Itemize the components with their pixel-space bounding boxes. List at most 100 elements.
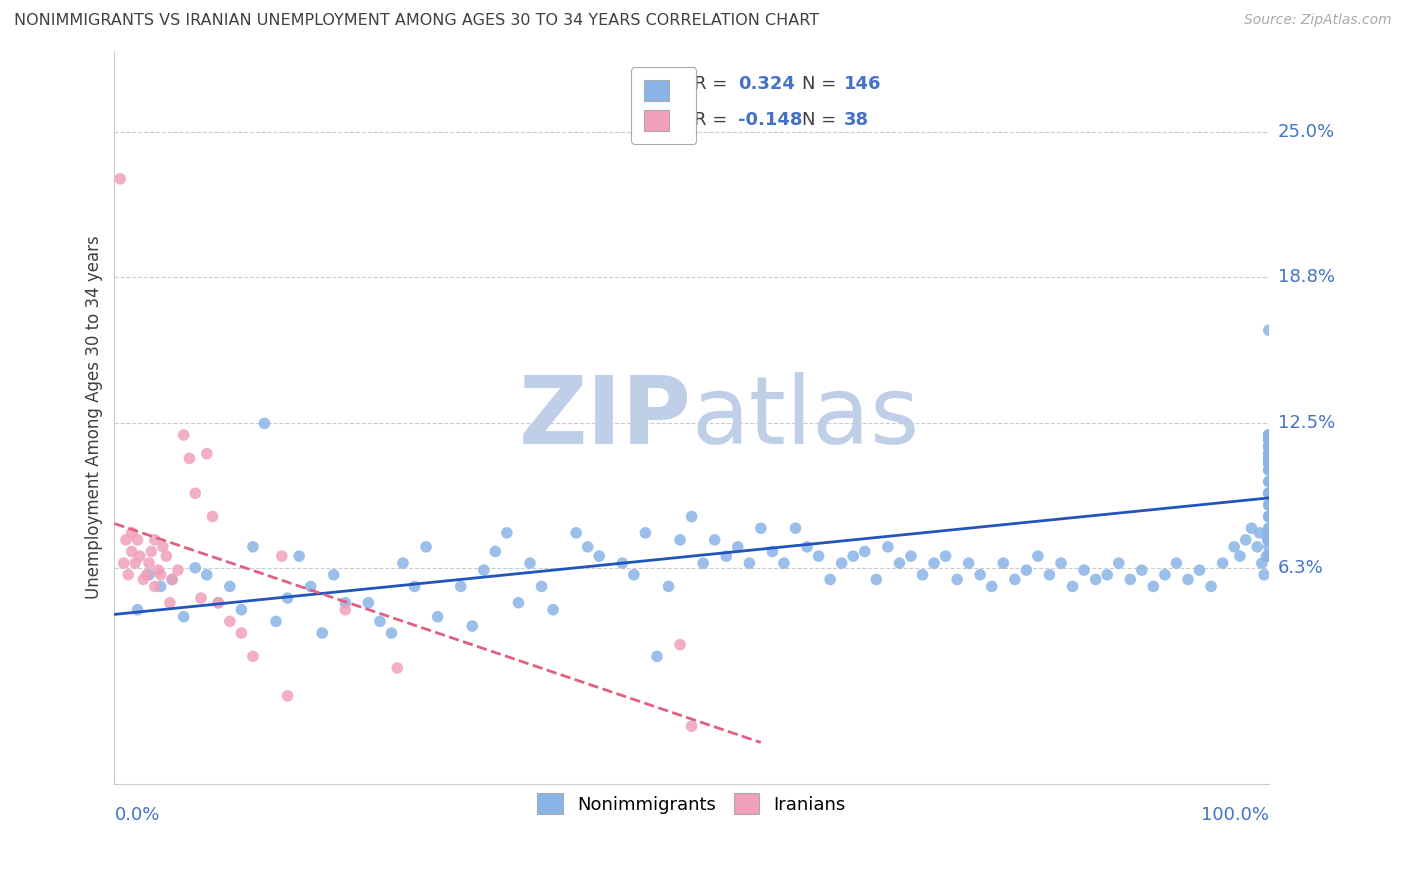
Point <box>484 544 506 558</box>
Point <box>335 596 357 610</box>
Text: N =: N = <box>803 112 842 129</box>
Point <box>1142 579 1164 593</box>
Text: N =: N = <box>803 75 842 93</box>
Point <box>1257 521 1279 535</box>
Point <box>1166 556 1188 570</box>
Point <box>796 540 818 554</box>
Point <box>1062 579 1084 593</box>
Legend: Nonimmigrants, Iranians: Nonimmigrants, Iranians <box>524 780 859 827</box>
Point <box>1229 549 1251 563</box>
Point <box>692 556 714 570</box>
Point <box>738 556 761 570</box>
Point <box>195 567 218 582</box>
Point <box>1050 556 1073 570</box>
Point <box>242 649 264 664</box>
Point <box>1249 525 1271 540</box>
Point <box>299 579 322 593</box>
Point <box>946 573 969 587</box>
Point <box>1257 486 1279 500</box>
Point <box>1257 456 1279 470</box>
Point <box>1119 573 1142 587</box>
Point <box>1240 521 1263 535</box>
Point <box>1257 456 1279 470</box>
Point <box>588 549 610 563</box>
Point <box>218 579 240 593</box>
Point <box>1212 556 1234 570</box>
Point <box>773 556 796 570</box>
Point <box>634 525 657 540</box>
Point <box>1257 549 1279 563</box>
Point <box>1004 573 1026 587</box>
Point <box>980 579 1002 593</box>
Point <box>612 556 634 570</box>
Point <box>1257 433 1279 447</box>
Point <box>128 549 150 563</box>
Point <box>159 596 181 610</box>
Point <box>565 525 588 540</box>
Point <box>311 626 333 640</box>
Text: 38: 38 <box>844 112 869 129</box>
Point <box>190 591 212 605</box>
Point <box>623 567 645 582</box>
Point <box>1257 463 1279 477</box>
Point <box>1253 567 1275 582</box>
Point <box>1199 579 1222 593</box>
Point <box>1246 540 1268 554</box>
Point <box>1188 563 1211 577</box>
Point <box>179 451 201 466</box>
Point <box>149 567 172 582</box>
Point <box>1257 456 1279 470</box>
Point <box>149 579 172 593</box>
Point <box>1130 563 1153 577</box>
Point <box>231 626 253 640</box>
Point <box>1257 540 1279 554</box>
Point <box>1257 433 1279 447</box>
Point <box>1257 533 1279 547</box>
Point <box>1257 428 1279 442</box>
Point <box>922 556 945 570</box>
Point <box>785 521 807 535</box>
Point <box>657 579 679 593</box>
Point <box>530 579 553 593</box>
Point <box>911 567 934 582</box>
Point <box>508 596 530 610</box>
Point <box>1257 451 1279 466</box>
Point <box>703 533 725 547</box>
Point <box>1257 486 1279 500</box>
Point <box>231 603 253 617</box>
Point <box>1257 533 1279 547</box>
Y-axis label: Unemployment Among Ages 30 to 34 years: Unemployment Among Ages 30 to 34 years <box>86 235 103 599</box>
Point <box>993 556 1015 570</box>
Point <box>461 619 484 633</box>
Point <box>727 540 749 554</box>
Point <box>1257 447 1279 461</box>
Text: 146: 146 <box>844 75 882 93</box>
Point <box>1257 463 1279 477</box>
Point <box>1257 440 1279 454</box>
Text: -0.148: -0.148 <box>738 112 803 129</box>
Point <box>155 549 177 563</box>
Point <box>1257 456 1279 470</box>
Point <box>1073 563 1095 577</box>
Point <box>1257 486 1279 500</box>
Point <box>807 549 830 563</box>
Point <box>1257 440 1279 454</box>
Point <box>207 596 229 610</box>
Point <box>1257 440 1279 454</box>
Point <box>108 171 131 186</box>
Point <box>1257 509 1279 524</box>
Point <box>173 609 195 624</box>
Point <box>264 615 287 629</box>
Point <box>1084 573 1107 587</box>
Point <box>124 556 146 570</box>
Point <box>132 573 155 587</box>
Point <box>1257 498 1279 512</box>
Point <box>253 417 276 431</box>
Point <box>1257 475 1279 489</box>
Point <box>472 563 495 577</box>
Point <box>818 573 841 587</box>
Point <box>127 603 149 617</box>
Point <box>426 609 449 624</box>
Point <box>519 556 541 570</box>
Point <box>141 544 163 558</box>
